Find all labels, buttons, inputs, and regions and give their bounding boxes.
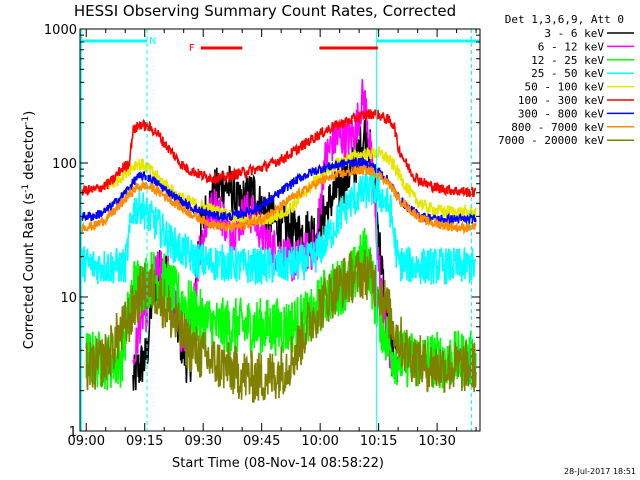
legend-label: 6 - 12 keV xyxy=(538,40,605,53)
series-800-7000-kevkev-line xyxy=(80,164,477,236)
legend-label: 300 - 800 keV xyxy=(518,107,604,120)
legend-label: 12 - 25 keV xyxy=(531,54,604,67)
legend-label: 100 - 300 keV xyxy=(518,94,604,107)
y-tick-label: 10 xyxy=(60,291,77,306)
y-tick-label: 1 xyxy=(69,425,77,440)
series-7000-20000-kevkev-line xyxy=(85,249,477,403)
legend-label: 25 - 50 keV xyxy=(531,67,604,80)
legend-label: 7000 - 20000 keV xyxy=(498,134,604,147)
x-tick-label: 09:15 xyxy=(126,434,163,449)
x-axis-title: Start Time (08-Nov-14 08:58:22) xyxy=(172,456,384,471)
legend-label: 800 - 7000 keV xyxy=(511,121,604,134)
legend-header: Det 1,3,6,9, Att 0 xyxy=(505,13,624,26)
series-50-100-kevkev-line xyxy=(104,145,477,228)
y-tick-label: 1000 xyxy=(44,23,77,38)
y-tick-label: 100 xyxy=(52,157,77,172)
x-tick-label: 10:00 xyxy=(301,434,338,449)
legend-label: 50 - 100 keV xyxy=(525,81,605,94)
x-tick-label: 10:30 xyxy=(418,434,455,449)
x-tick-label: 10:15 xyxy=(360,434,397,449)
plot-frame xyxy=(79,28,481,432)
x-tick-label: 09:45 xyxy=(243,434,280,449)
flare-label: F xyxy=(189,43,195,54)
plot-area: N F 09:00 09:15 09:30 09:45 10:00 10:15 10:30 1 1… xyxy=(44,23,481,449)
series-100-300-kevkev-line xyxy=(80,109,477,198)
series-25-50-kevkev-line xyxy=(80,168,477,285)
chart-title: HESSI Observing Summary Count Rates, Cor… xyxy=(74,2,456,20)
y-axis-title: Corrected Count Rate (s-1 detector-1) xyxy=(21,111,37,349)
night-label: N xyxy=(149,36,156,47)
x-tick-label: 09:00 xyxy=(68,434,105,449)
timestamp: 28-Jul-2017 18:51 xyxy=(564,467,636,476)
legend-label: 3 - 6 keV xyxy=(544,27,604,40)
x-tick-label: 09:30 xyxy=(184,434,221,449)
